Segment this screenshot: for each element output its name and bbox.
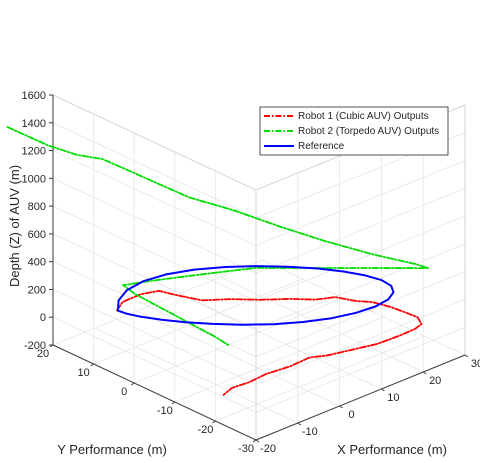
y-tick-label: 0 — [121, 386, 127, 398]
grid-line-floor-y — [93, 278, 303, 365]
y-tick-mark — [171, 401, 176, 405]
z-tick-label: 1200 — [22, 146, 46, 158]
series-layer — [6, 126, 429, 396]
x-tick-mark — [339, 405, 343, 409]
x-tick-mark — [381, 388, 385, 392]
z-tick-label: 1600 — [22, 90, 46, 102]
x-axis-line — [255, 354, 466, 441]
z-axis-label: Depth (Z) of AUV (m) — [7, 165, 22, 287]
x-tick-label: -10 — [302, 426, 318, 438]
grid-line-wall-z — [52, 289, 257, 385]
x-tick-mark — [464, 354, 469, 358]
y-tick-mark — [212, 420, 216, 424]
x-tick-mark — [422, 371, 427, 375]
grid-line-floor-x — [94, 327, 298, 424]
grid-line-floor-y — [215, 335, 425, 422]
y-axis-line — [52, 344, 257, 441]
x-tick-label: 20 — [429, 375, 441, 387]
grid-line-wall-z — [52, 122, 257, 219]
x-tick-mark — [297, 422, 302, 426]
y-tick-label: 10 — [77, 367, 89, 379]
x-tick-label: -20 — [260, 443, 276, 455]
z-tick-label: 400 — [28, 257, 46, 269]
series-line-robot1 — [116, 290, 423, 396]
series-line-robot2 — [6, 126, 429, 347]
x-axis-label: X Performance (m) — [337, 442, 447, 457]
grid-line-floor-x — [261, 259, 466, 356]
grid-line-wall-z — [52, 177, 257, 274]
grid-line-wall-z — [255, 326, 466, 413]
legend-label-robot1: Robot 1 (Cubic AUV) Outputs — [298, 111, 429, 122]
z-tick-label: 0 — [40, 312, 46, 324]
grid-line-wall-z — [255, 271, 466, 358]
z-tick-label: 1400 — [22, 118, 46, 130]
legend-label-reference: Reference — [298, 141, 345, 152]
x-tick-label: 0 — [349, 409, 355, 421]
y-tick-mark — [252, 439, 257, 443]
grid-line-floor-x — [178, 293, 382, 390]
legend: Robot 1 (Cubic AUV) Outputs Robot 2 (Tor… — [259, 106, 449, 156]
y-tick-label: -30 — [238, 443, 254, 455]
grid-line-floor-y — [174, 316, 384, 403]
grid-line-floor-y — [52, 259, 263, 346]
box-edge — [52, 94, 257, 191]
y-tick-label: 20 — [37, 348, 49, 360]
y-tick-mark — [130, 382, 135, 386]
tick-labels: -20-100102030-30-20-1001020-200020040060… — [22, 90, 480, 455]
x-tick-label: 30 — [471, 358, 480, 370]
grid-line-wall-z — [52, 205, 257, 302]
grid-line-wall-z — [52, 233, 257, 330]
y-tick-label: -20 — [197, 424, 213, 436]
y-tick-label: -10 — [157, 405, 173, 417]
grid-line-floor-x — [136, 310, 340, 407]
x-tick-mark — [255, 439, 260, 443]
z-tick-label: 800 — [28, 201, 46, 213]
grid-line-wall-z — [255, 215, 466, 302]
axes-layer — [49, 94, 469, 443]
z-tick-label: 600 — [28, 229, 46, 241]
series-line-reference — [116, 265, 395, 326]
y-tick-mark — [90, 363, 94, 367]
z-tick-label: 1000 — [22, 173, 46, 185]
grid-line-wall-z — [255, 299, 466, 385]
legend-label-robot2: Robot 2 (Torpedo AUV) Outputs — [298, 126, 439, 137]
grid-line-wall-z — [255, 160, 466, 246]
grid-line-wall-z — [52, 316, 257, 413]
grid-line-wall-z — [255, 243, 466, 330]
grid-line-wall-z — [255, 187, 466, 274]
y-axis-label: Y Performance (m) — [57, 442, 167, 457]
grid-line-floor-x — [220, 276, 424, 373]
x-tick-label: 10 — [387, 392, 399, 404]
z-tick-label: -200 — [24, 340, 46, 352]
grid-line-wall-z — [52, 150, 257, 246]
grid-line-floor-y — [134, 297, 344, 384]
z-tick-label: 200 — [28, 284, 46, 296]
